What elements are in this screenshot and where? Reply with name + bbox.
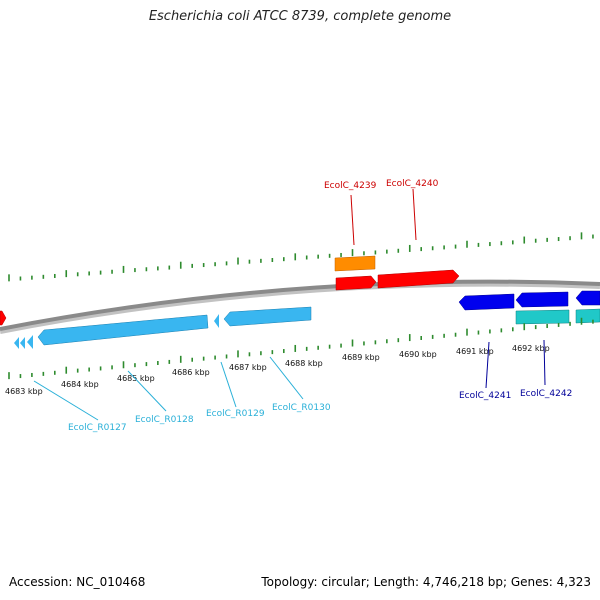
feature-cds-ecolc-4240[interactable] bbox=[377, 269, 460, 289]
feature-cds-ecolc-4242[interactable] bbox=[515, 291, 569, 308]
forward-strand-features bbox=[0, 255, 460, 326]
backbone-shadow bbox=[0, 280, 600, 334]
ruler-label: 4686 kbp bbox=[172, 368, 210, 377]
feature-callouts: EcolC_4239 EcolC_4240 EcolC_R0127 EcolC_R01… bbox=[33, 179, 572, 433]
feature-rna-ecolc-r0129[interactable] bbox=[214, 314, 219, 328]
callout-label-ecolc-r0128[interactable]: EcolC_R0128 bbox=[135, 415, 194, 425]
forward-tick-row bbox=[8, 232, 594, 282]
callout-label-ecolc-r0130[interactable]: EcolC_R0130 bbox=[272, 403, 331, 413]
feature-rna-ecolc-r0127-a[interactable] bbox=[14, 337, 19, 349]
reverse-strand-features bbox=[14, 290, 600, 349]
ruler-label: 4691 kbp bbox=[456, 347, 494, 356]
callout-label-ecolc-4242[interactable]: EcolC_4242 bbox=[520, 389, 572, 399]
callout-label-ecolc-4241[interactable]: EcolC_4241 bbox=[459, 391, 511, 401]
callout-line-ecolc-r0128 bbox=[127, 370, 167, 412]
feature-gene-ecolc-4241[interactable] bbox=[515, 309, 570, 325]
callout-line-ecolc-4242 bbox=[543, 339, 546, 386]
callout-label-ecolc-4239[interactable]: EcolC_4239 bbox=[324, 181, 377, 191]
feature-rna-ecolc-r0128[interactable] bbox=[37, 314, 209, 346]
genome-title: Escherichia coli ATCC 8739, complete gen… bbox=[148, 9, 452, 24]
callout-label-ecolc-r0127[interactable]: EcolC_R0127 bbox=[68, 423, 127, 433]
ruler-label: 4690 kbp bbox=[399, 350, 437, 359]
ruler-label: 4688 kbp bbox=[285, 359, 323, 368]
ruler-label: 4685 kbp bbox=[117, 374, 155, 383]
backbone-line bbox=[0, 279, 600, 331]
ruler-label: 4692 kbp bbox=[512, 344, 550, 353]
ruler-label: 4687 kbp bbox=[229, 363, 267, 372]
feature-cds-edge[interactable] bbox=[575, 290, 600, 306]
callout-line-ecolc-r0130 bbox=[269, 356, 304, 400]
feature-gene-ecolc-4242[interactable] bbox=[575, 308, 600, 324]
accession-label: Accession: NC_010468 bbox=[9, 575, 146, 589]
feature-cds-ecolc-4239[interactable] bbox=[335, 275, 377, 291]
ruler-label: 4689 kbp bbox=[342, 353, 380, 362]
ruler-labels: 4683 kbp 4684 kbp 4685 kbp 4686 kbp 4687 kbp… bbox=[5, 344, 550, 396]
callout-label-ecolc-r0129[interactable]: EcolC_R0129 bbox=[206, 409, 265, 419]
callout-line-ecolc-4240 bbox=[412, 188, 417, 241]
feature-cds-ecolc-4241[interactable] bbox=[458, 293, 515, 311]
callout-line-ecolc-4241 bbox=[485, 341, 490, 389]
reverse-tick-row bbox=[8, 317, 594, 380]
genome-summary: Topology: circular; Length: 4,746,218 bp… bbox=[261, 575, 591, 589]
feature-rna-ecolc-r0130[interactable] bbox=[223, 306, 312, 327]
callout-line-ecolc-r0129 bbox=[220, 361, 237, 408]
feature-rna-ecolc-r0127-b[interactable] bbox=[20, 337, 25, 349]
ruler-label: 4683 kbp bbox=[5, 387, 43, 396]
callout-line-ecolc-r0127 bbox=[33, 380, 99, 421]
feature-forward-edge-cds[interactable] bbox=[0, 310, 7, 326]
feature-gene-ecolc-4239[interactable] bbox=[334, 255, 376, 272]
feature-rna-ecolc-r0127-c[interactable] bbox=[27, 335, 33, 349]
callout-label-ecolc-4240[interactable]: EcolC_4240 bbox=[386, 179, 439, 189]
ruler-label: 4684 kbp bbox=[61, 380, 99, 389]
callout-line-ecolc-4239 bbox=[350, 194, 355, 246]
